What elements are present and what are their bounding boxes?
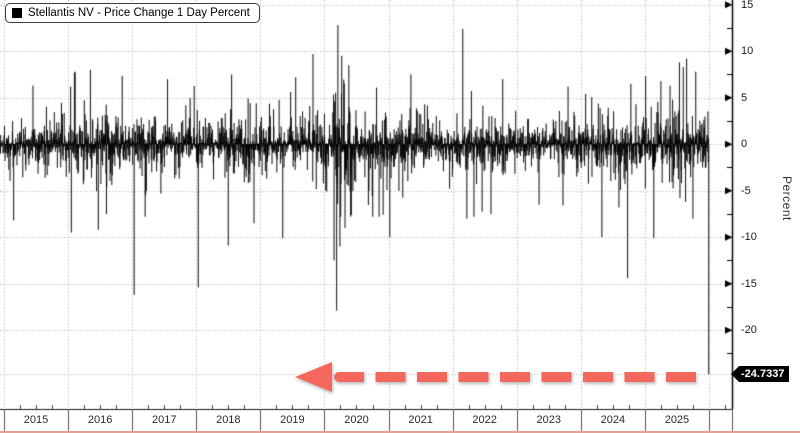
bottom-accent-line <box>0 431 800 433</box>
y-axis-tick-label: 15 <box>741 0 754 11</box>
x-axis-year-label: 2024 <box>600 414 626 426</box>
y-axis-tick-label: -5 <box>741 184 751 197</box>
legend-series-label: Stellantis NV - Price Change 1 Day Perce… <box>28 7 250 19</box>
x-axis-year-label: 2019 <box>280 414 305 426</box>
series-marker-icon <box>12 8 22 18</box>
x-axis-year-label: 2023 <box>536 414 561 426</box>
y-axis-tick-label: -10 <box>741 231 757 244</box>
y-axis-tick-label: 0 <box>741 138 748 151</box>
x-axis-year-label: 2016 <box>87 414 113 426</box>
x-axis-year-label: 2021 <box>408 414 433 426</box>
legend: Stellantis NV - Price Change 1 Day Perce… <box>5 3 260 23</box>
y-axis-tick-label: -20 <box>741 324 757 337</box>
last-value-tag: -24.7337 <box>731 366 790 382</box>
y-axis-tick-label: -15 <box>741 277 757 290</box>
x-axis-year-label: 2020 <box>344 414 369 426</box>
y-axis-title: Percent <box>780 176 794 221</box>
x-axis-year-label: 2017 <box>151 414 177 426</box>
x-axis-year-label: 2015 <box>23 414 49 426</box>
x-axis-year-label: 2022 <box>472 414 497 426</box>
y-axis-tick-label: 10 <box>741 45 754 58</box>
x-axis-year-label: 2018 <box>216 414 241 426</box>
x-axis-year-label: 2025 <box>664 414 690 426</box>
y-axis-tick-label: 5 <box>741 91 748 104</box>
